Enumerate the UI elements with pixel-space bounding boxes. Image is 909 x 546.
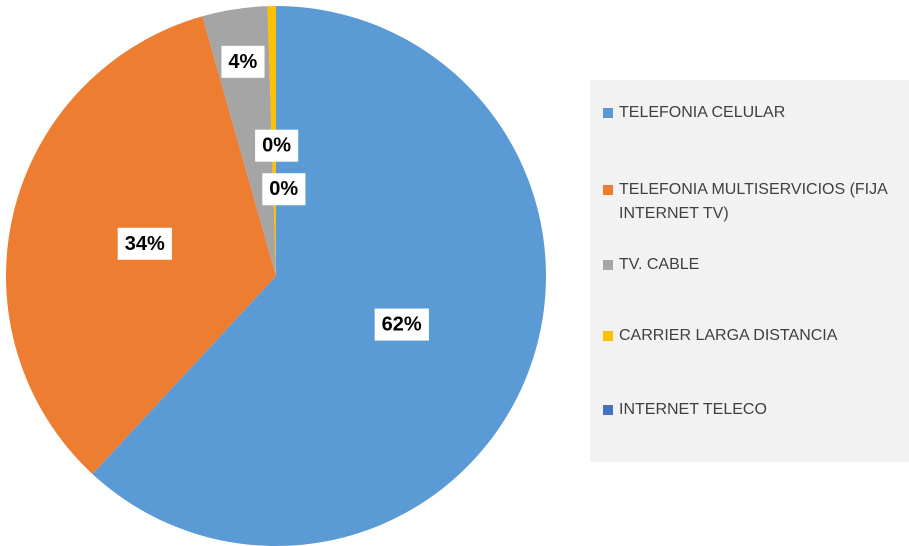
legend-item: CARRIER LARGA DISTANCIA — [603, 324, 909, 348]
data-label-text: 4% — [228, 51, 257, 73]
legend-swatch — [603, 108, 613, 118]
data-label-box — [221, 45, 265, 78]
data-label-box — [117, 227, 172, 260]
legend-swatch — [603, 331, 613, 341]
legend-label: TELEFONIA MULTISERVICIOS (FIJA INTERNET … — [619, 181, 887, 222]
legend-item: TELEFONIA MULTISERVICIOS (FIJA INTERNET … — [603, 178, 894, 226]
data-label-text: 62% — [382, 314, 422, 336]
legend-swatch — [603, 260, 613, 270]
legend-item: TV. CABLE — [603, 253, 909, 277]
legend-label: INTERNET TELECO — [619, 401, 767, 418]
legend-swatch — [603, 185, 613, 195]
data-label: 0% — [255, 129, 299, 162]
data-label: 4% — [221, 45, 265, 78]
data-label: 0% — [262, 173, 306, 206]
legend: TELEFONIA CELULAR TELEFONIA MULTISERVICIO… — [590, 80, 909, 462]
data-label-box — [255, 129, 299, 162]
data-label-box — [374, 308, 429, 341]
pie-slice — [92, 6, 546, 546]
data-label-text: 34% — [125, 233, 165, 255]
data-label: 34% — [117, 227, 172, 260]
legend-label: CARRIER LARGA DISTANCIA — [619, 327, 838, 344]
legend-swatch — [603, 405, 613, 415]
legend-label: TELEFONIA CELULAR — [619, 104, 786, 121]
legend-item: INTERNET TELECO — [603, 398, 909, 422]
legend-item: TELEFONIA CELULAR — [603, 101, 909, 125]
data-label-text: 0% — [269, 178, 298, 200]
data-label-box — [262, 173, 306, 206]
data-label: 62% — [374, 308, 429, 341]
legend-label: TV. CABLE — [619, 256, 700, 273]
data-label-text: 0% — [262, 135, 291, 157]
